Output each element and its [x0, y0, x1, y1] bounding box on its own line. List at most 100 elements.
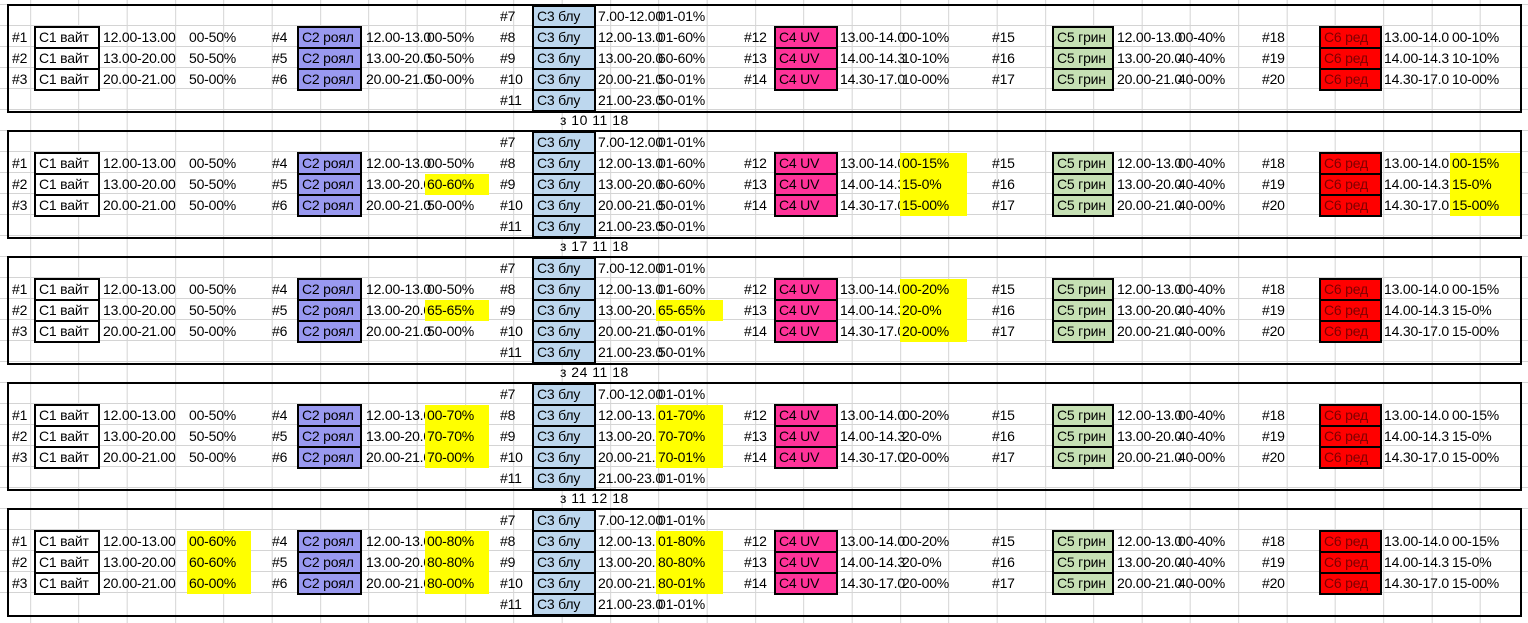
- row-number[interactable]: #10: [500, 71, 523, 87]
- c2-label-cell[interactable]: С2 роял: [299, 49, 360, 70]
- time-range-cell[interactable]: 12.00-13.0: [366, 29, 431, 45]
- c4-label-cell[interactable]: С4 UV: [776, 280, 836, 301]
- row-number[interactable]: #8: [500, 281, 516, 297]
- time-range-cell[interactable]: 13.00-20.0: [598, 50, 663, 66]
- row-number[interactable]: #10: [500, 449, 523, 465]
- percent-cell[interactable]: 40-00%: [1178, 449, 1226, 465]
- percent-cell[interactable]: 50-01%: [658, 218, 706, 234]
- row-number[interactable]: #16: [992, 428, 1015, 444]
- percent-cell[interactable]: 01-60%: [658, 281, 706, 297]
- percent-cell[interactable]: 10-00%: [902, 71, 950, 87]
- percent-cell[interactable]: 10-10%: [902, 50, 950, 66]
- row-number[interactable]: #20: [1262, 71, 1285, 87]
- row-number[interactable]: #12: [744, 533, 767, 549]
- time-range-cell[interactable]: 14.30-17.0: [840, 575, 905, 591]
- row-number[interactable]: #2: [12, 176, 28, 192]
- percent-cell[interactable]: 50-00%: [427, 71, 475, 87]
- c6-label-cell[interactable]: С6 ред: [1321, 196, 1380, 215]
- percent-cell[interactable]: 50-00%: [189, 449, 237, 465]
- row-number[interactable]: #8: [500, 155, 516, 171]
- row-number[interactable]: #19: [1262, 428, 1285, 444]
- time-range-cell[interactable]: 20.00-21.0: [598, 71, 663, 87]
- percent-cell[interactable]: 50-01%: [658, 323, 706, 339]
- row-number[interactable]: #11: [500, 92, 522, 108]
- row-number[interactable]: #12: [744, 407, 767, 423]
- percent-cell[interactable]: 15-00%: [1450, 195, 1520, 216]
- c5-label-cell[interactable]: С5 грин: [1054, 196, 1112, 215]
- row-number[interactable]: #16: [992, 554, 1015, 570]
- time-range-cell[interactable]: 13.00-14.0: [1384, 533, 1449, 549]
- c5-label-cell[interactable]: С5 грин: [1054, 70, 1112, 89]
- percent-cell[interactable]: 01-01%: [658, 470, 706, 486]
- time-range-cell[interactable]: 13.00-20.0: [598, 428, 663, 444]
- percent-cell[interactable]: 01-01%: [658, 8, 706, 24]
- percent-cell[interactable]: 70-01%: [656, 447, 723, 468]
- row-number[interactable]: #4: [272, 29, 288, 45]
- time-range-cell[interactable]: 13.00-20.0: [1117, 302, 1182, 318]
- time-range-cell[interactable]: 12.00-13.00: [103, 281, 176, 297]
- percent-cell[interactable]: 50-50%: [189, 50, 237, 66]
- time-range-cell[interactable]: 12.00-13.0: [1117, 155, 1182, 171]
- percent-cell[interactable]: 15-00%: [900, 195, 967, 216]
- row-number[interactable]: #4: [272, 281, 288, 297]
- row-number[interactable]: #7: [500, 134, 516, 150]
- row-number[interactable]: #16: [992, 176, 1015, 192]
- time-range-cell[interactable]: 14.00-14.3: [1384, 554, 1449, 570]
- c3-label-cell[interactable]: С3 блу: [534, 217, 594, 236]
- time-range-cell[interactable]: 14.00-14.3: [840, 176, 905, 192]
- time-range-cell[interactable]: 13.00-20.0: [1117, 428, 1182, 444]
- percent-cell[interactable]: 40-40%: [1178, 50, 1226, 66]
- percent-cell[interactable]: 40-40%: [1178, 428, 1226, 444]
- date-separator[interactable]: з 17 11 18: [560, 238, 629, 254]
- time-range-cell[interactable]: 20.00-21.00: [103, 71, 176, 87]
- c6-label-cell[interactable]: С6 ред: [1321, 553, 1380, 574]
- time-range-cell[interactable]: 7.00-12.00: [598, 386, 663, 402]
- percent-cell[interactable]: 50-01%: [658, 92, 706, 108]
- c6-label-cell[interactable]: С6 ред: [1321, 154, 1380, 175]
- percent-cell[interactable]: 70-70%: [656, 426, 723, 447]
- row-number[interactable]: #7: [500, 386, 516, 402]
- percent-cell[interactable]: 20-0%: [902, 428, 942, 444]
- row-number[interactable]: #10: [500, 323, 523, 339]
- c5-label-cell[interactable]: С5 грин: [1054, 574, 1112, 593]
- date-separator[interactable]: з 24 11 18: [560, 364, 629, 380]
- row-number[interactable]: #4: [272, 155, 288, 171]
- time-range-cell[interactable]: 14.30-17.0: [1384, 323, 1449, 339]
- time-range-cell[interactable]: 13.00-20.0: [366, 50, 431, 66]
- c4-label-cell[interactable]: С4 UV: [776, 70, 836, 89]
- c3-label-cell[interactable]: С3 блу: [534, 532, 594, 553]
- row-number[interactable]: #4: [272, 407, 288, 423]
- time-range-cell[interactable]: 20.00-21.0: [366, 197, 431, 213]
- time-range-cell[interactable]: 21.00-23.0: [598, 218, 663, 234]
- row-number[interactable]: #6: [272, 323, 288, 339]
- c3-label-cell[interactable]: С3 блу: [534, 70, 594, 91]
- c3-label-cell[interactable]: С3 блу: [534, 154, 594, 175]
- c6-label-cell[interactable]: С6 ред: [1321, 427, 1380, 448]
- row-number[interactable]: #18: [1262, 155, 1285, 171]
- c1-label-cell[interactable]: С1 вайт: [36, 406, 98, 427]
- c4-label-cell[interactable]: С4 UV: [776, 28, 836, 49]
- c3-label-cell[interactable]: С3 блу: [534, 322, 594, 343]
- percent-cell[interactable]: 15-0%: [1452, 428, 1492, 444]
- time-range-cell[interactable]: 20.00-21.0: [1117, 71, 1182, 87]
- c3-label-cell[interactable]: С3 блу: [534, 553, 594, 574]
- percent-cell[interactable]: 80-80%: [425, 552, 489, 573]
- c1-label-cell[interactable]: С1 вайт: [36, 49, 98, 70]
- time-range-cell[interactable]: 13.00-20.0: [1117, 554, 1182, 570]
- percent-cell[interactable]: 20-00%: [900, 321, 967, 342]
- row-number[interactable]: #20: [1262, 197, 1285, 213]
- date-separator[interactable]: з 11 12 18: [560, 490, 629, 506]
- percent-cell[interactable]: 01-60%: [658, 155, 706, 171]
- c4-label-cell[interactable]: С4 UV: [776, 406, 836, 427]
- percent-cell[interactable]: 50-00%: [427, 323, 475, 339]
- row-number[interactable]: #2: [12, 554, 28, 570]
- percent-cell[interactable]: 40-00%: [1178, 575, 1226, 591]
- percent-cell[interactable]: 00-50%: [189, 29, 237, 45]
- time-range-cell[interactable]: 14.30-17.0: [840, 449, 905, 465]
- c3-label-cell[interactable]: С3 блу: [534, 511, 594, 532]
- percent-cell[interactable]: 00-50%: [427, 29, 475, 45]
- c5-label-cell[interactable]: С5 грин: [1054, 49, 1112, 70]
- row-number[interactable]: #11: [500, 470, 522, 486]
- time-range-cell[interactable]: 20.00-21.0: [598, 197, 663, 213]
- row-number[interactable]: #11: [500, 344, 522, 360]
